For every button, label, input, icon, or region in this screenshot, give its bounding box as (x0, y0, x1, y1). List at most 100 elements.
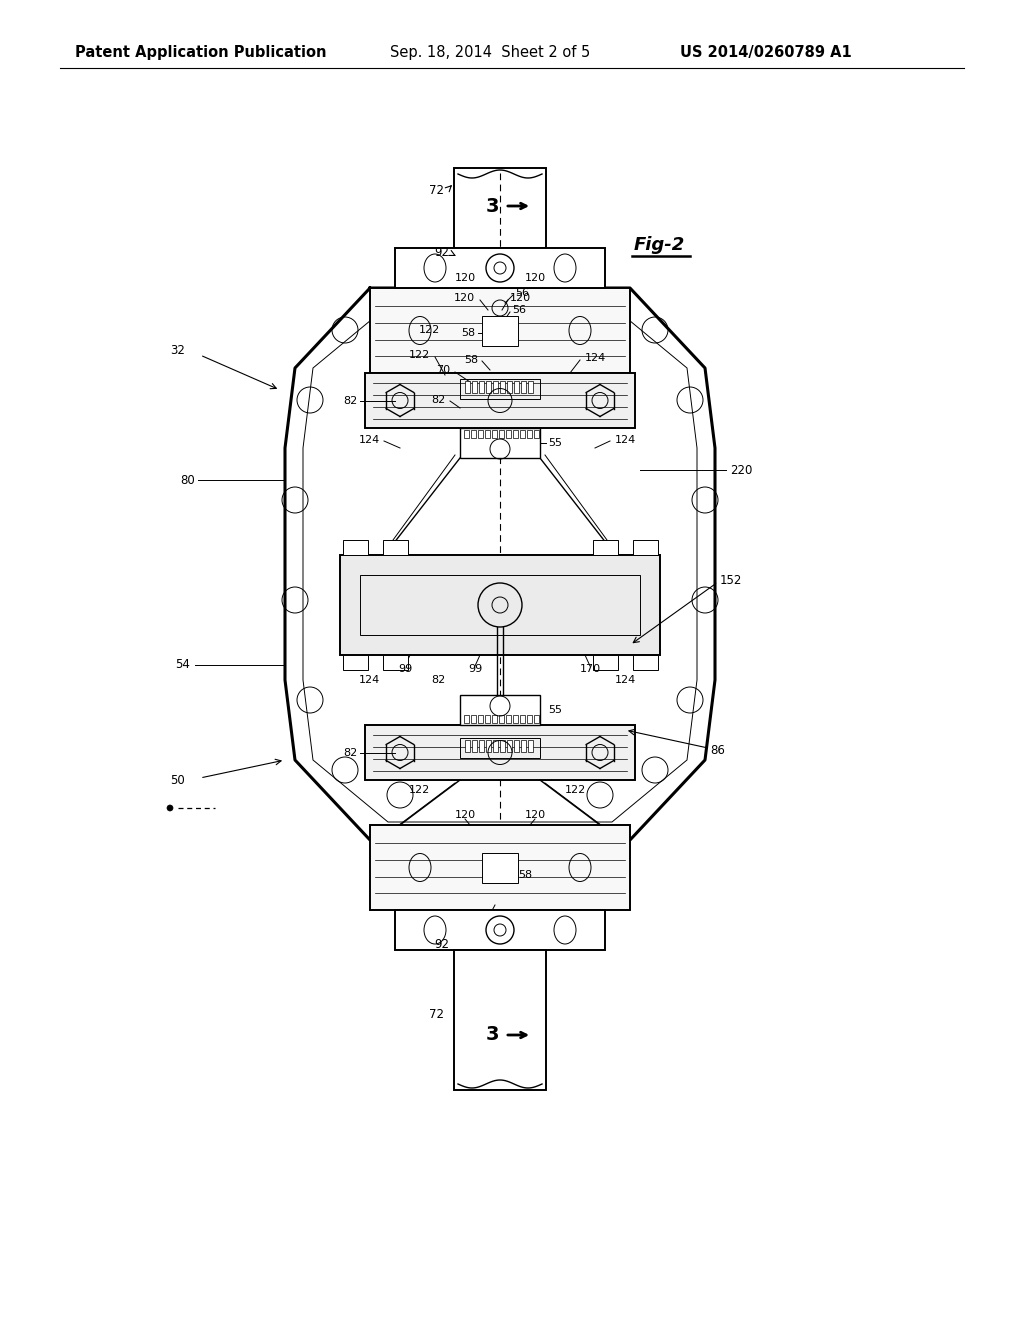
Text: 55: 55 (548, 438, 562, 447)
Text: 82: 82 (343, 747, 357, 758)
Text: 120: 120 (455, 810, 475, 820)
Text: 122: 122 (443, 915, 465, 925)
Bar (479, 381, 484, 393)
Bar (486, 381, 490, 393)
Bar (492, 430, 497, 438)
Bar (383, 655, 408, 671)
Bar (527, 430, 532, 438)
Bar (471, 715, 476, 723)
Bar (534, 715, 539, 723)
Text: 82: 82 (343, 396, 357, 405)
Bar (506, 430, 511, 438)
Text: 122: 122 (535, 915, 556, 925)
Bar (460, 738, 540, 758)
Bar (633, 655, 657, 671)
Bar (482, 853, 518, 883)
Bar (370, 288, 630, 374)
Text: 220: 220 (730, 463, 753, 477)
Text: 58: 58 (461, 327, 475, 338)
Bar (460, 428, 540, 458)
Text: 152: 152 (720, 573, 742, 586)
Bar (472, 381, 477, 393)
Text: 80: 80 (180, 474, 195, 487)
Bar (500, 381, 505, 393)
Bar (478, 715, 483, 723)
Text: Patent Application Publication: Patent Application Publication (75, 45, 327, 59)
Text: 92: 92 (434, 939, 449, 952)
Bar (521, 381, 526, 393)
Bar (370, 825, 630, 909)
Text: 56: 56 (512, 305, 526, 315)
Text: 122: 122 (419, 325, 440, 335)
Bar (521, 741, 526, 752)
Text: Sep. 18, 2014  Sheet 2 of 5: Sep. 18, 2014 Sheet 2 of 5 (390, 45, 590, 59)
Text: 86: 86 (710, 743, 725, 756)
Text: Fig-2: Fig-2 (634, 236, 685, 253)
Bar (460, 379, 540, 399)
Bar (514, 381, 519, 393)
Text: 82: 82 (431, 675, 445, 685)
Bar (492, 715, 497, 723)
Text: 124: 124 (585, 352, 606, 363)
Text: 70: 70 (436, 366, 450, 375)
Bar (365, 374, 635, 428)
Text: 124: 124 (615, 436, 636, 445)
Text: 120: 120 (524, 810, 546, 820)
Bar (395, 909, 605, 950)
Text: 82: 82 (431, 395, 445, 405)
Bar (454, 168, 546, 248)
Bar (500, 741, 505, 752)
Bar (513, 715, 518, 723)
Text: 120: 120 (454, 293, 475, 304)
Text: 56: 56 (515, 288, 529, 298)
Text: 72: 72 (429, 1008, 444, 1022)
Bar (499, 430, 504, 438)
Text: 58: 58 (518, 870, 532, 880)
Text: 120: 120 (455, 273, 475, 282)
Bar (482, 315, 518, 346)
Bar (342, 540, 368, 554)
Bar (534, 430, 539, 438)
Bar (514, 741, 519, 752)
Text: 122: 122 (409, 350, 430, 360)
Bar (513, 430, 518, 438)
Bar (506, 715, 511, 723)
Text: 124: 124 (358, 436, 380, 445)
Text: 32: 32 (170, 343, 185, 356)
Bar (593, 540, 617, 554)
Circle shape (167, 805, 173, 810)
Text: 55: 55 (548, 705, 562, 715)
Bar (493, 741, 498, 752)
Bar (520, 715, 525, 723)
Bar (520, 430, 525, 438)
Bar (479, 741, 484, 752)
Text: 72: 72 (429, 183, 444, 197)
Text: 120: 120 (510, 293, 531, 304)
Text: 170: 170 (580, 664, 600, 675)
Text: US 2014/0260789 A1: US 2014/0260789 A1 (680, 45, 852, 59)
Bar (499, 715, 504, 723)
Bar (340, 554, 660, 655)
Bar (486, 741, 490, 752)
Text: 56: 56 (478, 915, 492, 925)
Bar (471, 430, 476, 438)
Bar (454, 950, 546, 1090)
Text: 3: 3 (485, 1026, 499, 1044)
Bar (478, 430, 483, 438)
Text: 120: 120 (524, 273, 546, 282)
Bar (464, 430, 469, 438)
Bar (472, 741, 477, 752)
Text: 99: 99 (398, 664, 412, 675)
Bar (507, 381, 512, 393)
Text: 50: 50 (170, 774, 185, 787)
Text: 55: 55 (512, 700, 526, 710)
Bar (528, 381, 534, 393)
Bar (593, 655, 617, 671)
Text: 92: 92 (434, 247, 449, 260)
Bar (528, 741, 534, 752)
Bar (460, 696, 540, 725)
Text: 54: 54 (175, 659, 190, 672)
Text: 122: 122 (565, 785, 587, 795)
Bar (493, 381, 498, 393)
Bar (360, 576, 640, 635)
